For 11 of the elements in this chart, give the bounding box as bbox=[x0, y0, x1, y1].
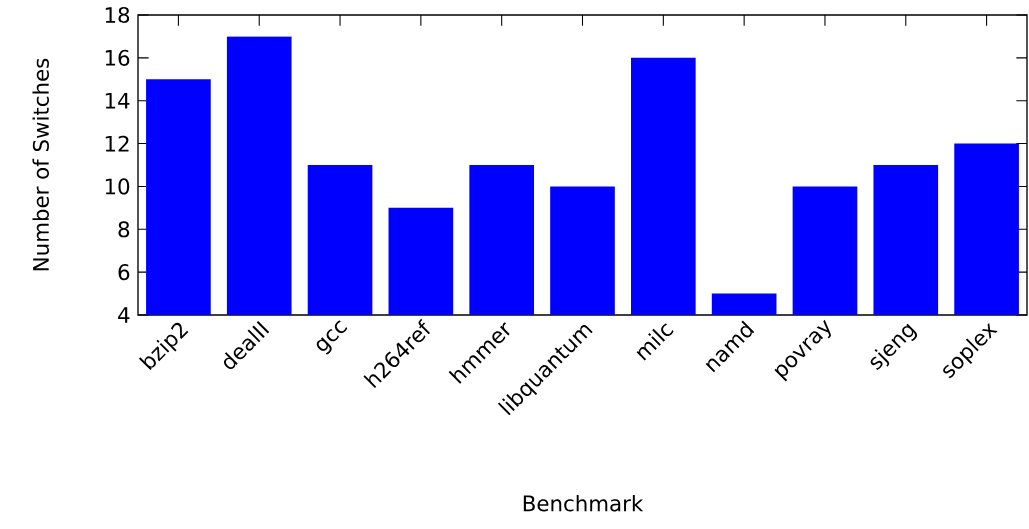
y-tick-label: 14 bbox=[105, 92, 130, 109]
x-tick-label: gcc bbox=[316, 320, 348, 355]
y-tick-label: 6 bbox=[118, 264, 130, 281]
x-axis-title: Benchmark bbox=[523, 494, 644, 512]
y-tick-label: 18 bbox=[105, 6, 130, 24]
y-tick-label: 4 bbox=[118, 307, 130, 323]
y-tick-label: 12 bbox=[105, 135, 129, 152]
y-tick-label: 10 bbox=[105, 178, 130, 195]
y-axis-title: Number of Switches bbox=[32, 58, 49, 271]
y-tick-label: 8 bbox=[118, 221, 130, 238]
y-tick-label: 16 bbox=[105, 49, 130, 66]
